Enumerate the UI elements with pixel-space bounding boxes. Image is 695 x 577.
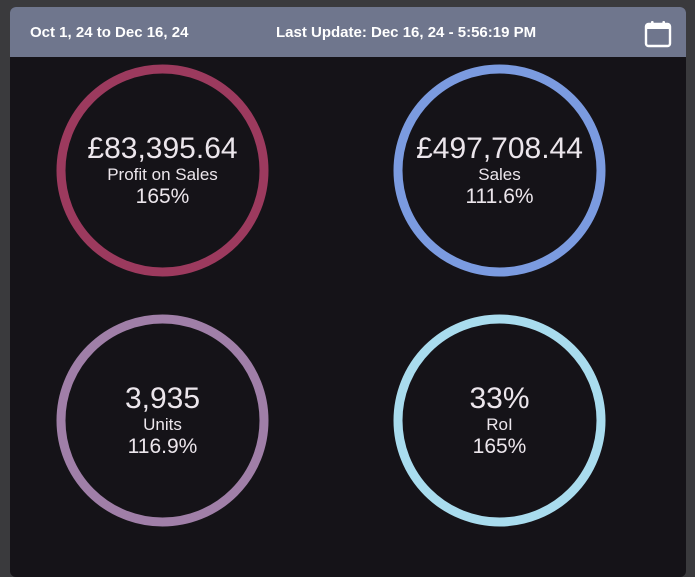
metric-label: Profit on Sales	[107, 164, 218, 184]
calendar-button[interactable]	[643, 19, 673, 49]
metric-value: £83,395.64	[87, 131, 238, 165]
metric-percent: 116.9%	[127, 434, 198, 458]
metric-ring	[393, 314, 606, 527]
metric-percent: 165%	[135, 184, 190, 208]
metric-label: Units	[143, 414, 182, 434]
metric-value: £497,708.44	[416, 131, 583, 165]
last-update-timestamp: Last Update: Dec 16, 24 - 5:56:19 PM	[276, 24, 537, 41]
metric-ring	[56, 64, 269, 277]
calendar-icon	[644, 21, 672, 48]
metric-roi[interactable]: 33% RoI 165%	[393, 314, 606, 527]
metric-ring	[56, 314, 269, 527]
metric-sales[interactable]: £497,708.44 Sales 111.6%	[393, 64, 606, 277]
metric-value: 3,935	[124, 381, 201, 415]
date-range[interactable]: Oct 1, 24 to Dec 16, 24	[30, 24, 189, 41]
metric-profit-on-sales[interactable]: £83,395.64 Profit on Sales 165%	[56, 64, 269, 277]
metric-ring	[393, 64, 606, 277]
metric-label: Sales	[478, 164, 521, 184]
metric-units[interactable]: 3,935 Units 116.9%	[56, 314, 269, 527]
metric-percent: 165%	[472, 434, 527, 458]
metric-value: 33%	[469, 381, 530, 415]
panel-header: Oct 1, 24 to Dec 16, 24 Last Update: Dec…	[10, 7, 686, 57]
metric-percent: 111.6%	[465, 184, 534, 208]
metric-label: RoI	[486, 414, 513, 434]
